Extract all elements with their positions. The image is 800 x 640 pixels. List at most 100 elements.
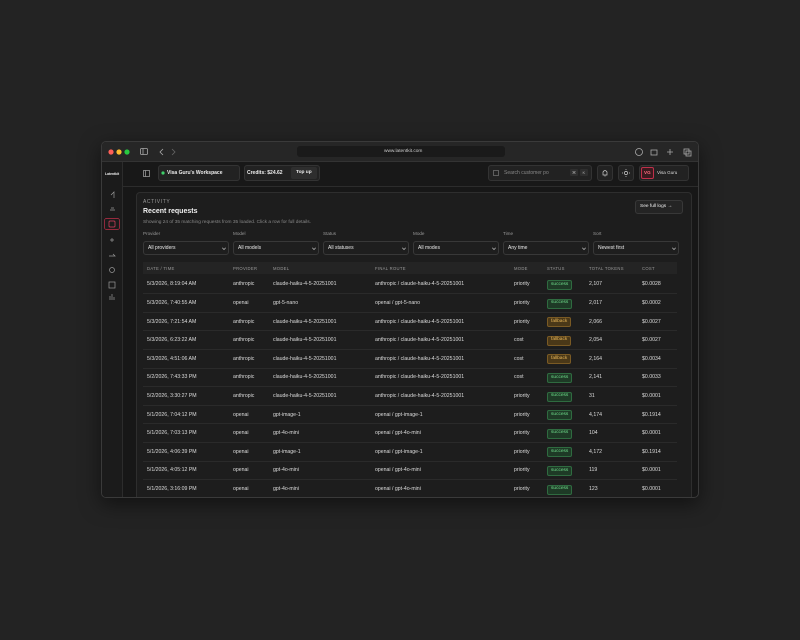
table-row[interactable] [143,332,677,351]
filter-select[interactable] [323,241,409,255]
logo: Latentkit [105,172,120,176]
notifications-button[interactable] [597,165,613,181]
filter-select[interactable] [233,241,319,255]
theme-button[interactable] [618,165,634,181]
cell: priority [514,300,530,306]
cell: claude-haiku-4-5-20251001 [273,374,337,381]
sidebar-toggle[interactable] [143,170,151,178]
table-header [143,262,677,274]
cell: 5/1/2026, 4:05:12 PM [147,467,197,474]
cell: claude-haiku-4-5-20251001 [273,393,337,399]
cell: anthropic / claude-haiku-4-5-20251001 [375,374,465,381]
cell: 5/3/2026, 7:21:54 AM [147,318,197,325]
search-box[interactable] [488,165,592,181]
status-badge: success [547,428,573,439]
cell: openai [233,486,249,492]
cell: anthropic [233,337,255,344]
filter-value: Any time [508,245,528,251]
cell: 5/2/2026, 3:30:27 PM [147,393,197,399]
cell: openai / gpt-image-1 [375,448,423,455]
filter-select[interactable] [143,241,229,255]
full-logs-button[interactable] [635,200,683,214]
cell: anthropic [233,281,255,288]
cell: $0.1914 [642,411,661,418]
cell: priority [514,486,530,492]
cell: priority [514,318,530,325]
cell: 104 [589,430,598,437]
window-controls[interactable] [108,148,132,156]
cell: 2,066 [589,318,602,325]
status-badge: success [547,484,573,495]
cell: openai [233,448,249,455]
cell: 5/3/2026, 4:51:06 AM [147,355,197,362]
top-up-button[interactable] [291,167,317,179]
cell: cost [514,374,524,381]
cell: 2,141 [589,374,602,381]
address-bar[interactable] [297,146,505,157]
cell: openai / gpt-4o-mini [375,430,421,437]
table-row[interactable] [143,387,677,406]
status-badge: success [547,447,573,458]
workspace-name: Visa Guru's Workspace [167,170,223,176]
cell: 123 [589,486,598,492]
column-header: STATUS [547,265,565,271]
cell: gpt-5-nano [273,300,299,306]
cell: openai / gpt-4o-mini [375,486,421,492]
cell: $0.1914 [642,448,661,455]
table-row[interactable] [143,313,677,332]
cell: priority [514,281,530,288]
cell: 2,107 [589,281,602,288]
filter-label: Status [323,231,337,236]
column-header: FINAL ROUTE [375,265,406,271]
cell: anthropic / claude-haiku-4-5-20251001 [375,337,465,344]
status-dot [161,171,165,175]
workspace-switcher[interactable] [158,165,240,181]
cell: $0.0001 [642,486,661,492]
top-up-label: Top up [296,170,312,175]
cell: $0.0034 [642,355,661,362]
table-row[interactable] [143,294,677,313]
filter-select[interactable] [503,241,589,255]
table-row[interactable] [143,350,677,369]
cell: 119 [589,467,598,474]
table-row[interactable] [143,406,677,425]
cell: anthropic / claude-haiku-4-5-20251001 [375,393,465,399]
sidebar-nav[interactable] [104,188,121,308]
status-badge: fallback [547,335,572,346]
cell: anthropic / claude-haiku-4-5-20251001 [375,318,465,325]
cell: priority [514,467,530,474]
cell: cost [514,337,524,344]
cell: $0.0027 [642,318,661,325]
cell: anthropic / claude-haiku-4-5-20251001 [375,281,465,288]
bell-icon [602,170,608,177]
cell: openai [233,430,249,437]
avatar [641,167,654,179]
cell: 2,164 [589,355,602,362]
browser-actions[interactable] [634,147,694,157]
table-row[interactable] [143,276,677,295]
shortcut-key: K [582,170,586,175]
table-row[interactable] [143,462,677,481]
table-row[interactable] [143,443,677,462]
cell: $0.0001 [642,430,661,437]
cell: $0.0027 [642,337,661,344]
key-cap [570,169,578,176]
browser-window: www.latentkit.com Latentkit Visa Guru's … [101,141,699,498]
cell: 5/3/2026, 8:19:04 AM [147,281,197,288]
filter-select[interactable] [593,241,679,255]
status-badge: fallback [547,354,572,365]
user-name: Visa Guru [657,170,678,175]
table-row[interactable] [143,369,677,388]
nav-icons[interactable] [140,148,180,156]
column-header: PROVIDER [233,265,258,271]
status-badge: success [547,466,573,476]
cell: priority [514,448,530,455]
filter-select[interactable] [413,241,499,255]
cell: anthropic [233,355,255,362]
table-row[interactable] [143,425,677,444]
cell: 5/1/2026, 7:04:12 PM [147,411,197,418]
cell: gpt-4o-mini [273,486,299,492]
filter-label: Time [503,231,514,236]
subtitle: Showing 24 of 35 matching requests from … [143,220,311,225]
